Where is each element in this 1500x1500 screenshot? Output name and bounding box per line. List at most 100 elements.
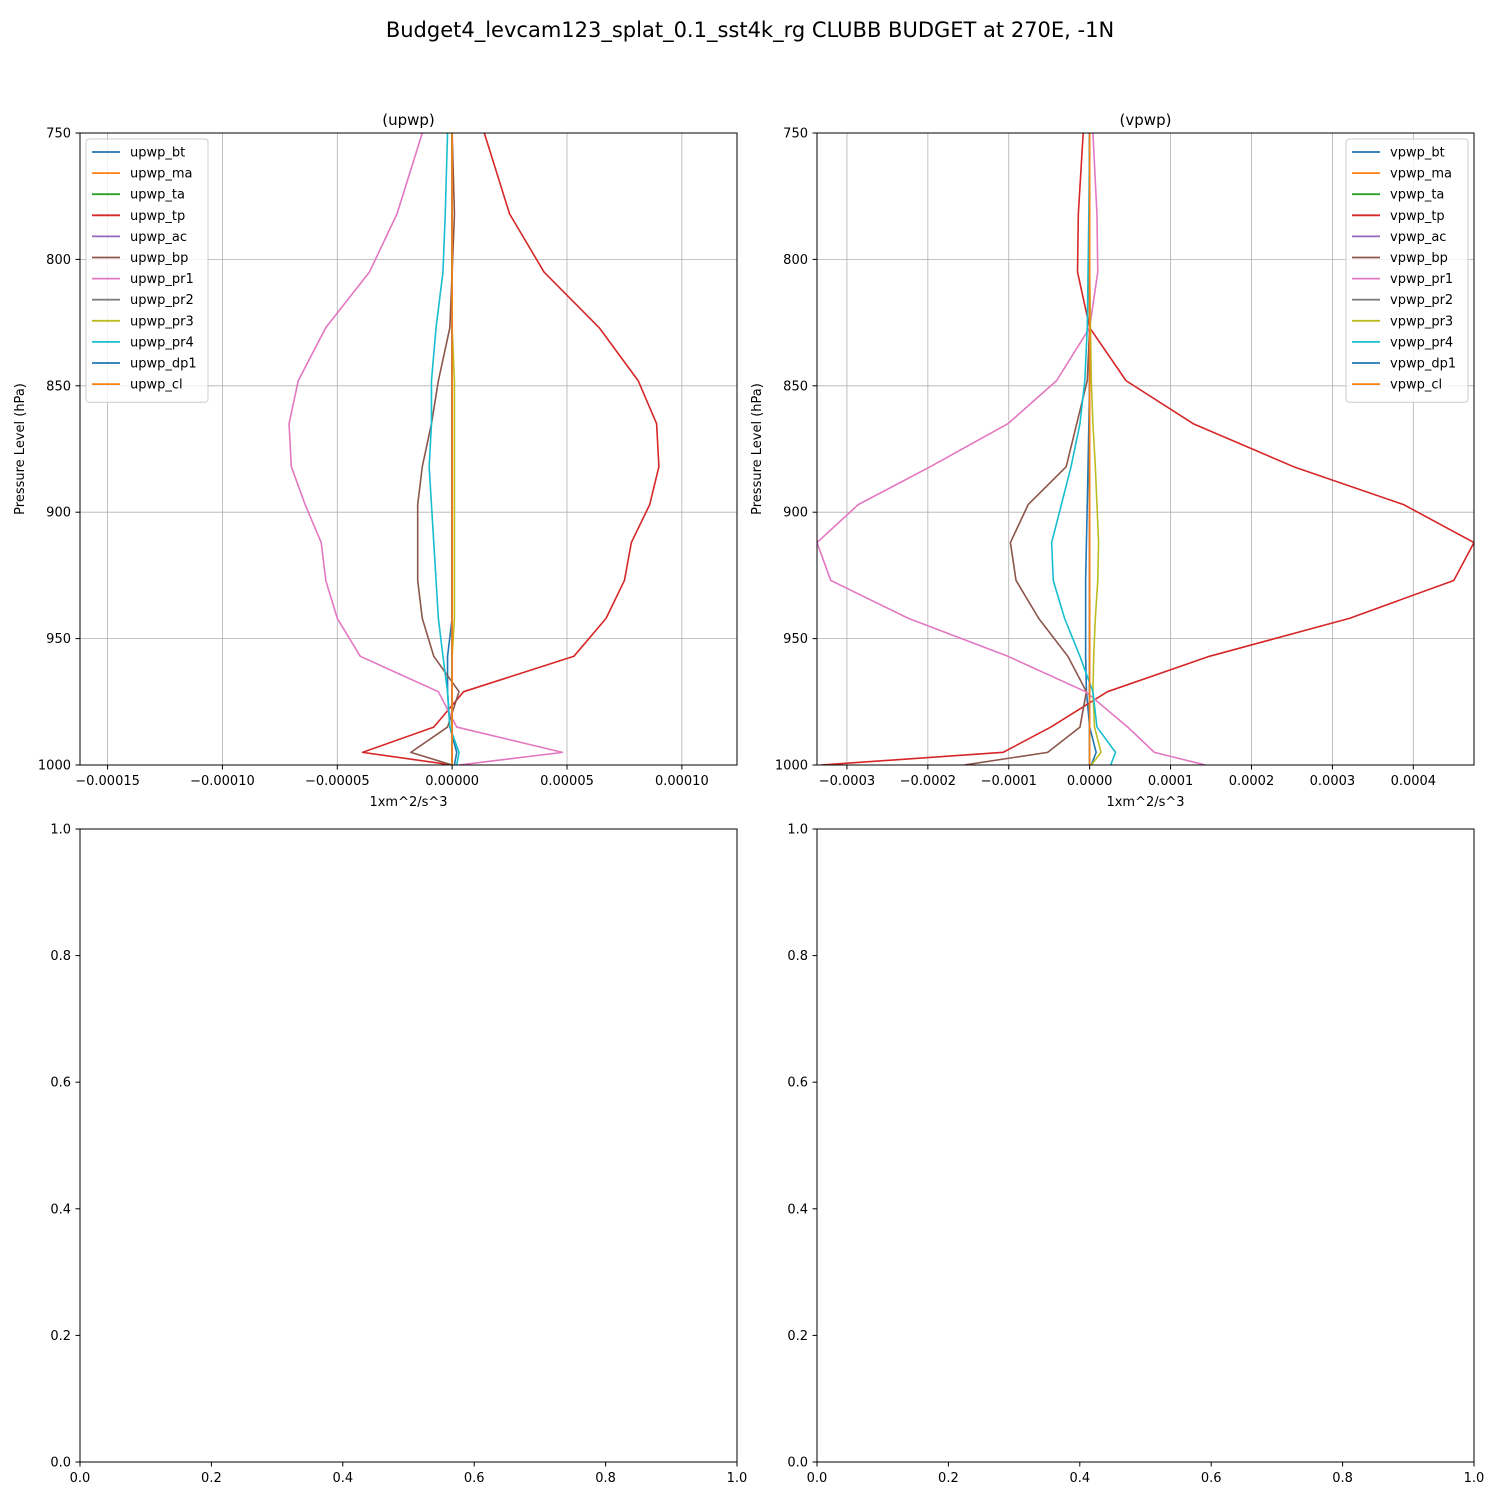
x-tick-label: 0.0003 xyxy=(1310,774,1356,789)
axes-frame xyxy=(816,828,1475,1463)
x-tick-label: 0.0004 xyxy=(1391,774,1437,789)
axes-frame xyxy=(816,132,1475,766)
y-tick-label: 750 xyxy=(46,127,71,142)
x-tick-label: 1.0 xyxy=(1464,1471,1485,1486)
y-axis-label: Pressure Level (hPa) xyxy=(13,383,28,515)
y-tick-label: 0.0 xyxy=(787,1456,808,1471)
y-tick-label: 900 xyxy=(783,506,808,521)
axes-2: −0.0003 −0.0002 −0.0001 0.0000 0.0001 0.0002 0… xyxy=(750,111,1475,810)
y-tick-label: 850 xyxy=(46,379,71,394)
x-tick-label: 0.4 xyxy=(1069,1471,1090,1486)
x-axis-label: 1xm^2/s^3 xyxy=(369,795,447,810)
x-tick-label: 0.00010 xyxy=(655,774,709,789)
legend-entry-vpwp_bp: vpwp_bp xyxy=(1390,251,1448,266)
y-tick-label: 800 xyxy=(46,253,71,268)
legend-entry-upwp_pr3: upwp_pr3 xyxy=(130,314,194,329)
legend-entry-upwp_ac: upwp_ac xyxy=(130,230,187,245)
y-tick-label: 0.2 xyxy=(787,1329,808,1344)
series-group xyxy=(817,133,1474,765)
legend-entry-upwp_pr2: upwp_pr2 xyxy=(130,293,194,308)
legend-entry-upwp_dp1: upwp_dp1 xyxy=(130,357,197,372)
legend-entry-upwp_bt: upwp_bt xyxy=(130,146,185,161)
x-axis-label: 1xm^2/s^3 xyxy=(1106,795,1184,810)
legend-entry-upwp_bp: upwp_bp xyxy=(130,251,188,266)
series-line-upwp_pr4 xyxy=(428,133,460,765)
legend-entry-upwp_ta: upwp_ta xyxy=(130,188,185,203)
x-tick-label: 1.0 xyxy=(727,1471,748,1486)
legend-entry-upwp_cl: upwp_cl xyxy=(130,378,183,393)
x-tick-label: 0.8 xyxy=(1332,1471,1353,1486)
legend-entry-upwp_ma: upwp_ma xyxy=(130,167,193,182)
series-line-vpwp_pr1 xyxy=(817,133,1206,765)
y-tick-label: 0.6 xyxy=(50,1076,71,1091)
y-tick-label: 800 xyxy=(783,253,808,268)
y-tick-label: 0.2 xyxy=(50,1329,71,1344)
axes-title: (vpwp) xyxy=(1120,111,1172,129)
axes-4: 0.0 0.2 0.4 0.6 0.8 1.0 0.0 0.2 0.4 0.6 0.8 1.0 xyxy=(787,823,1484,1487)
y-tick-label: 1000 xyxy=(38,759,71,774)
figure-suptitle: Budget4_levcam123_splat_0.1_sst4k_rg CLU… xyxy=(386,18,1114,43)
legend-entry-vpwp_ma: vpwp_ma xyxy=(1390,167,1452,182)
y-tick-label: 1.0 xyxy=(787,823,808,838)
y-tick-label: 950 xyxy=(46,632,71,647)
legend-entry-upwp_pr4: upwp_pr4 xyxy=(130,335,194,350)
axes-frame xyxy=(79,132,738,766)
series-group xyxy=(288,133,660,765)
y-tick-label: 0.6 xyxy=(787,1076,808,1091)
x-tick-label: 0.8 xyxy=(595,1471,616,1486)
y-tick-label: 0.8 xyxy=(787,949,808,964)
x-tick-label: 0.00005 xyxy=(540,774,594,789)
y-tick-label: 750 xyxy=(783,127,808,142)
x-tick-label: 0.00000 xyxy=(425,774,479,789)
x-tick-label: −0.00010 xyxy=(190,774,255,789)
axes-3: 0.0 0.2 0.4 0.6 0.8 1.0 0.0 0.2 0.4 0.6 0.8 1.0 xyxy=(50,823,747,1487)
x-tick-label: 0.6 xyxy=(464,1471,485,1486)
x-tick-label: −0.00005 xyxy=(305,774,370,789)
legend-entry-vpwp_cl: vpwp_cl xyxy=(1390,378,1442,393)
x-tick-label: −0.0002 xyxy=(900,774,956,789)
y-tick-label: 0.4 xyxy=(787,1202,808,1217)
x-tick-label: 0.4 xyxy=(332,1471,353,1486)
axes-root: −0.00015 −0.00010 −0.00005 0.00000 0.00005 0.… xyxy=(13,111,1484,1486)
y-tick-label: 0.0 xyxy=(50,1456,71,1471)
x-tick-label: 0.0 xyxy=(70,1471,91,1486)
legend: upwp_bt upwp_ma upwp_ta upwp_tp upwp_ac upwp_… xyxy=(85,138,209,403)
legend-entry-vpwp_tp: vpwp_tp xyxy=(1390,209,1445,224)
x-tick-label: −0.00015 xyxy=(75,774,140,789)
y-tick-label: 1000 xyxy=(775,759,808,774)
x-tick-label: −0.0003 xyxy=(819,774,875,789)
legend-entry-vpwp_ac: vpwp_ac xyxy=(1390,230,1446,245)
y-axis-label: Pressure Level (hPa) xyxy=(750,383,765,515)
legend-entry-vpwp_pr3: vpwp_pr3 xyxy=(1390,314,1453,329)
x-tick-label: 0.0 xyxy=(807,1471,828,1486)
y-tick-label: 1.0 xyxy=(50,823,71,838)
legend-entry-vpwp_pr1: vpwp_pr1 xyxy=(1390,272,1453,287)
legend-entry-vpwp_pr4: vpwp_pr4 xyxy=(1390,335,1453,350)
y-tick-label: 0.4 xyxy=(50,1202,71,1217)
x-tick-label: 0.6 xyxy=(1201,1471,1222,1486)
legend-entry-vpwp_dp1: vpwp_dp1 xyxy=(1390,357,1456,372)
legend-entry-vpwp_pr2: vpwp_pr2 xyxy=(1390,293,1453,308)
x-tick-label: 0.0002 xyxy=(1229,774,1275,789)
x-tick-label: 0.0000 xyxy=(1067,774,1113,789)
legend-entry-vpwp_bt: vpwp_bt xyxy=(1390,146,1445,161)
x-tick-label: 0.2 xyxy=(201,1471,222,1486)
series-line-vpwp_pr4 xyxy=(1050,133,1117,765)
axes-1: −0.00015 −0.00010 −0.00005 0.00000 0.00005 0.… xyxy=(13,111,738,810)
legend: vpwp_bt vpwp_ma vpwp_ta vpwp_tp vpwp_ac vpwp_… xyxy=(1345,138,1469,403)
y-tick-label: 850 xyxy=(783,379,808,394)
legend-entry-upwp_pr1: upwp_pr1 xyxy=(130,272,194,287)
legend-entry-vpwp_ta: vpwp_ta xyxy=(1390,188,1444,203)
series-line-upwp_pr1 xyxy=(288,133,564,765)
series-line-vpwp_tp xyxy=(820,133,1474,765)
y-tick-label: 900 xyxy=(46,506,71,521)
axes-frame xyxy=(79,828,738,1463)
x-tick-label: −0.0001 xyxy=(981,774,1037,789)
x-tick-label: 0.2 xyxy=(938,1471,959,1486)
series-line-upwp_bp xyxy=(409,133,460,765)
y-tick-label: 950 xyxy=(783,632,808,647)
axes-title: (upwp) xyxy=(382,111,435,129)
legend-box xyxy=(1345,138,1469,403)
legend-entry-upwp_tp: upwp_tp xyxy=(130,209,185,224)
